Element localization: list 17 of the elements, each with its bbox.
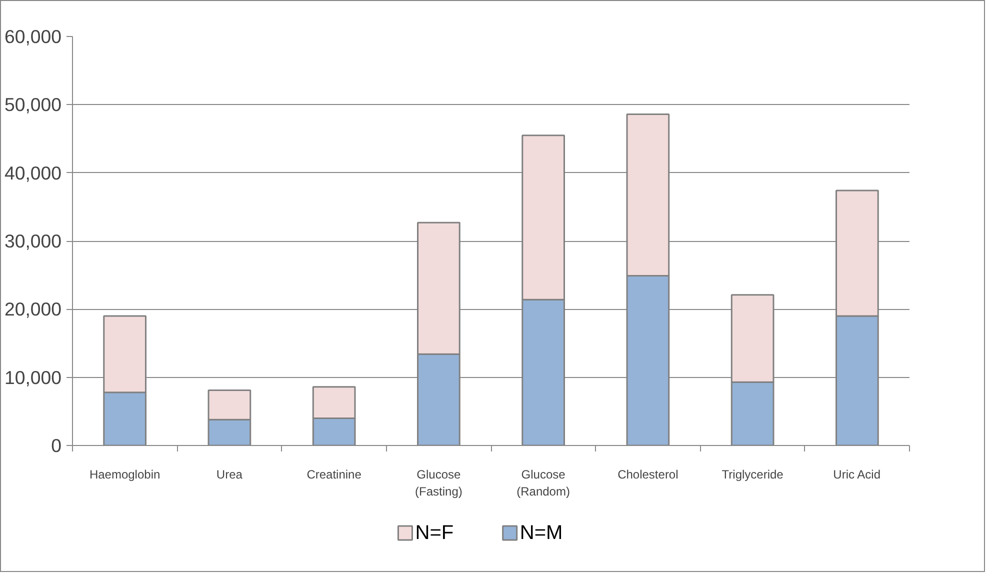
x-tick-label: Cholesterol	[618, 468, 678, 482]
y-tick-label: 40,000	[4, 162, 62, 184]
x-tick-label: Uric Acid	[833, 468, 881, 482]
x-tick-label: Glucose (Random)	[516, 468, 570, 498]
x-tick-label: Triglyceride	[722, 468, 784, 482]
legend-label: N=M	[520, 522, 563, 544]
y-tick-label: 20,000	[4, 298, 62, 320]
x-tick-label: Haemoglobin	[89, 468, 160, 482]
x-tick-label: Glucose (Fasting)	[415, 468, 462, 498]
x-tick-label: Creatinine	[306, 468, 362, 482]
x-tick-label: Urea	[216, 468, 243, 482]
y-tick-label: 60,000	[4, 26, 62, 47]
y-tick-label: 30,000	[4, 230, 62, 252]
legend-label: N=F	[415, 522, 454, 544]
y-tick-label: 0	[51, 435, 62, 456]
y-tick-label: 10,000	[4, 366, 62, 388]
y-tick-label: 50,000	[4, 94, 62, 116]
